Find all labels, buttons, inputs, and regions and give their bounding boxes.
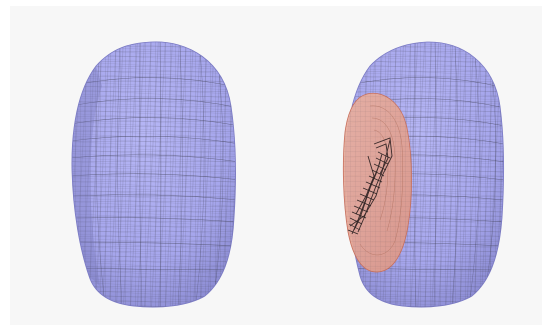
ear-hatching — [347, 151, 391, 235]
right-head-outline — [345, 41, 505, 308]
ear-region-overlay — [342, 92, 413, 273]
left-head-outline — [71, 41, 236, 308]
render-canvas — [10, 6, 542, 325]
left-head-mesh-icon — [71, 41, 236, 308]
head-mesh-figure — [71, 41, 505, 308]
